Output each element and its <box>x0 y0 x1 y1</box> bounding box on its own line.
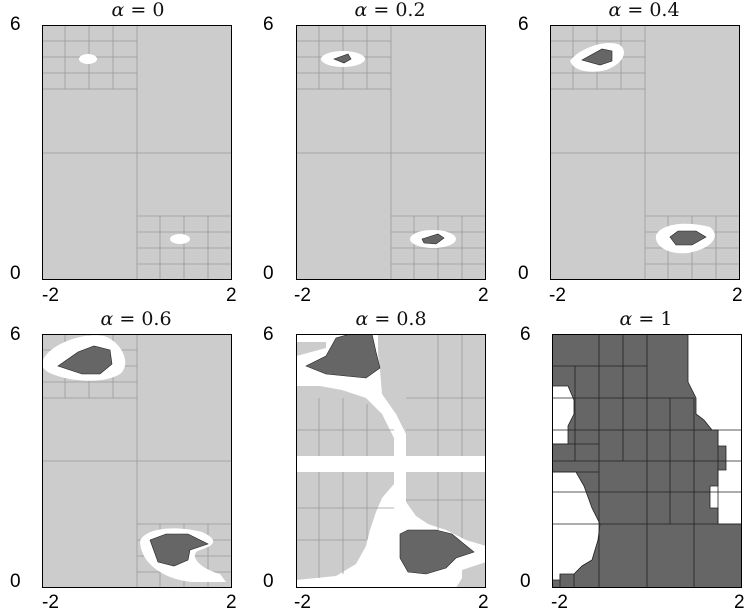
panel-title: α = 0.6 <box>36 308 236 330</box>
x-tick-left: -2 <box>42 592 59 613</box>
subdivision-plot <box>552 334 742 588</box>
equals-sign: = <box>632 308 661 330</box>
y-tick-top: 6 <box>10 324 21 345</box>
x-tick-left: -2 <box>549 285 566 306</box>
inside-region <box>57 345 113 375</box>
equals-sign: = <box>621 0 650 21</box>
undecided-region <box>296 386 394 456</box>
plot-frame <box>552 334 742 588</box>
equals-sign: = <box>113 308 142 330</box>
alpha-symbol: α <box>355 308 369 330</box>
undecided-region <box>378 334 486 456</box>
boundary-blob <box>170 234 190 244</box>
x-tick-right: 2 <box>478 592 489 613</box>
inside-region <box>581 48 613 66</box>
inside-region <box>305 334 381 379</box>
y-tick-bottom: 0 <box>263 571 274 592</box>
y-tick-top: 6 <box>10 14 21 35</box>
alpha-value: 0.8 <box>396 308 427 330</box>
equals-sign: = <box>367 0 396 21</box>
x-tick-left: -2 <box>42 285 59 306</box>
boundary-blob <box>79 54 97 64</box>
equals-sign: = <box>124 0 153 21</box>
panel-title: α = 0.8 <box>291 308 491 330</box>
y-tick-top: 6 <box>518 14 529 35</box>
x-tick-right: 2 <box>478 285 489 306</box>
x-tick-left: -2 <box>551 592 568 613</box>
subdivision-plot <box>550 25 740 280</box>
plot-frame <box>42 25 232 280</box>
alpha-value: 0.6 <box>141 308 172 330</box>
x-tick-left: -2 <box>294 285 311 306</box>
subdivision-plot <box>296 25 486 280</box>
x-tick-right: 2 <box>226 285 237 306</box>
alpha-symbol: α <box>111 0 125 21</box>
grid-lines <box>296 334 486 578</box>
alpha-symbol: α <box>619 308 633 330</box>
y-tick-bottom: 0 <box>10 263 21 284</box>
equals-sign: = <box>368 308 397 330</box>
x-tick-right: 2 <box>734 592 745 613</box>
x-tick-right: 2 <box>226 592 237 613</box>
undecided-region <box>456 562 486 588</box>
alpha-symbol: α <box>608 0 622 21</box>
plot-frame <box>550 25 740 280</box>
x-tick-left: -2 <box>294 592 311 613</box>
alpha-value: 0.2 <box>395 0 426 21</box>
y-tick-bottom: 0 <box>518 263 529 284</box>
y-tick-top: 6 <box>520 324 531 345</box>
undecided-region <box>296 472 394 580</box>
panel-title: α = 0 <box>38 0 238 21</box>
y-tick-bottom: 0 <box>10 571 21 592</box>
panel-title: α = 0.2 <box>290 0 490 21</box>
plot-frame <box>42 334 232 588</box>
alpha-symbol: α <box>354 0 368 21</box>
inside-outline <box>552 334 742 588</box>
subdivision-plot <box>42 334 232 588</box>
y-tick-top: 6 <box>263 324 274 345</box>
undecided-region <box>406 472 486 546</box>
grid-lines <box>42 25 232 280</box>
undecided-region <box>296 342 326 356</box>
inside-region <box>149 533 209 567</box>
alpha-value: 0 <box>152 0 165 21</box>
plot-frame <box>296 334 486 588</box>
y-tick-bottom: 0 <box>263 263 274 284</box>
inside-region <box>333 53 352 64</box>
grid-lines <box>296 25 486 280</box>
panel-title: α = 0.4 <box>544 0 744 21</box>
subdivision-plot <box>42 25 232 280</box>
panel-title: α = 1 <box>546 308 746 330</box>
inside-region <box>421 233 445 245</box>
alpha-symbol: α <box>100 308 114 330</box>
inside-region <box>399 529 475 575</box>
alpha-value: 0.4 <box>649 0 680 21</box>
y-tick-bottom: 0 <box>520 571 531 592</box>
y-tick-top: 6 <box>263 14 274 35</box>
inside-region <box>669 230 707 246</box>
x-tick-right: 2 <box>732 285 743 306</box>
subdivision-plot <box>296 334 486 588</box>
alpha-value: 1 <box>660 308 673 330</box>
plot-frame <box>296 25 486 280</box>
